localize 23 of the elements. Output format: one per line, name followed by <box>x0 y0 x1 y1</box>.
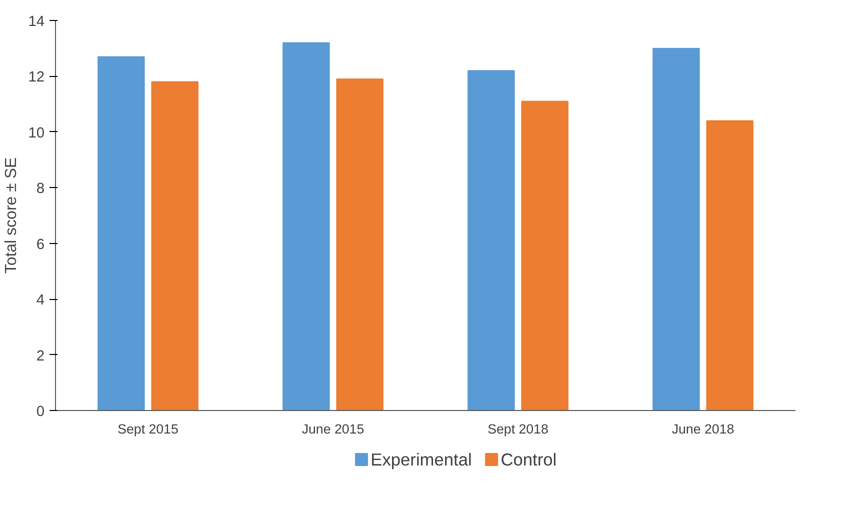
y-tick-label: 4 <box>36 292 45 309</box>
bar <box>706 120 754 410</box>
x-tick-label: June 2018 <box>672 422 734 436</box>
legend-label: Control <box>500 450 557 470</box>
bar <box>652 48 700 410</box>
bar <box>336 78 384 410</box>
y-tick-label: 12 <box>28 70 45 86</box>
y-tick-label: 0 <box>36 404 45 420</box>
bar <box>468 70 515 410</box>
y-tick-label: 8 <box>36 181 45 198</box>
legend-label: Experimental <box>370 450 472 470</box>
x-tick-label: Sept 2018 <box>488 422 548 436</box>
x-tick-label: June 2015 <box>302 422 364 436</box>
y-axis-title: Total score ± SE <box>3 157 20 274</box>
bar <box>521 100 568 410</box>
y-tick-label: 14 <box>28 14 45 30</box>
y-tick-label: 2 <box>36 348 45 364</box>
bar <box>98 56 145 410</box>
x-tick-label: Sept 2015 <box>118 422 178 436</box>
y-tick-label: 10 <box>28 125 45 142</box>
bar <box>151 81 198 410</box>
bar <box>282 42 330 410</box>
y-tick-label: 6 <box>36 236 45 253</box>
